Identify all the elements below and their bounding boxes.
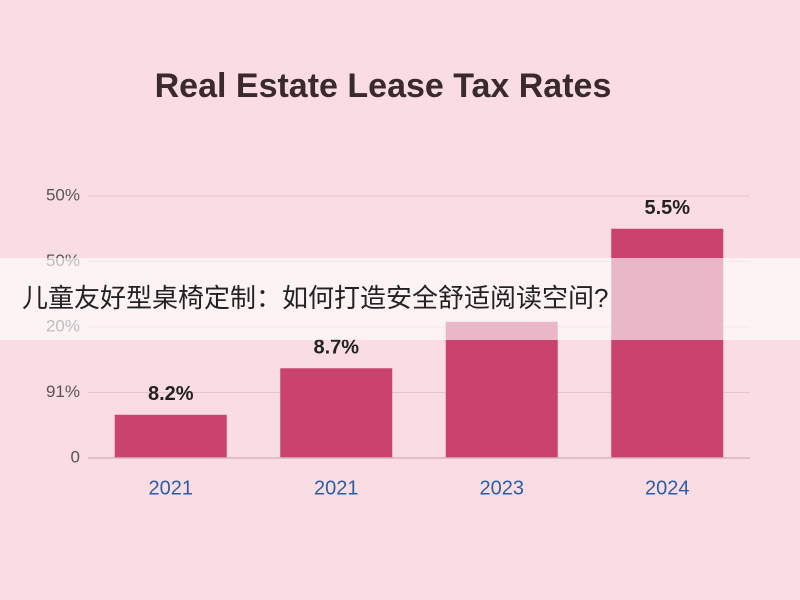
bar	[445, 321, 558, 458]
bar	[114, 414, 227, 458]
banner-band	[0, 258, 800, 340]
banner-text: 儿童友好型桌椅定制：如何打造安全舒适阅读空间?	[22, 283, 608, 313]
y-tick-label: 50%	[46, 185, 80, 204]
x-tick-label: 2021	[149, 477, 194, 499]
y-tick-label: 0	[71, 447, 80, 466]
data-label: 5.5%	[644, 197, 690, 219]
bar	[280, 368, 393, 458]
chart-title: Real Estate Lease Tax Rates	[155, 67, 612, 105]
x-tick-label: 2024	[645, 477, 690, 499]
y-tick-label: 91%	[46, 382, 80, 401]
x-tick-label: 2023	[480, 477, 525, 499]
data-label: 8.2%	[148, 383, 194, 405]
x-tick-label: 2021	[314, 477, 359, 499]
data-label: 8.7%	[313, 337, 359, 359]
